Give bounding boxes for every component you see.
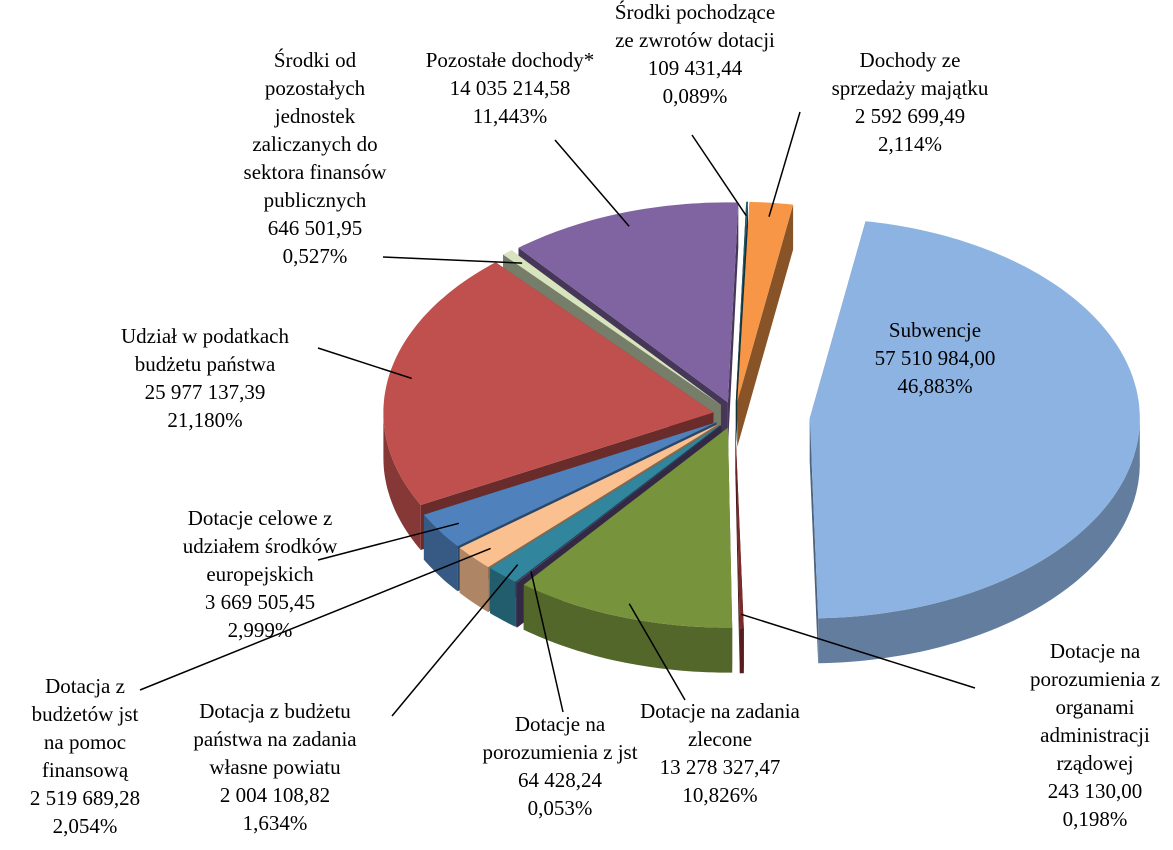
percentage-label: 2,999%	[228, 618, 293, 642]
slice-top	[516, 425, 722, 583]
slice-top	[490, 425, 721, 582]
value-label: 109 431,44	[648, 56, 743, 80]
slice-top	[735, 428, 744, 629]
category-label: Dotacja z budżetów jst na pomoc finansową	[32, 674, 139, 782]
slice-side	[523, 584, 733, 673]
category-label: Pozostałe dochody*	[426, 48, 595, 72]
percentage-label: 1,634%	[243, 811, 308, 835]
slice-face	[737, 204, 794, 447]
leader-line	[382, 256, 523, 264]
percentage-label: 0,527%	[283, 244, 348, 268]
value-label: 646 501,95	[268, 216, 363, 240]
slice-top	[518, 202, 739, 403]
value-label: 2 004 108,82	[220, 783, 330, 807]
slice-side	[383, 409, 421, 550]
value-label: 243 130,00	[1048, 779, 1143, 803]
percentage-label: 0,198%	[1063, 807, 1128, 831]
slice-top	[735, 201, 748, 402]
slice-top	[523, 427, 733, 628]
slice-side	[490, 568, 516, 627]
percentage-label: 21,180%	[167, 408, 242, 432]
slice-face	[727, 202, 739, 448]
percentage-label: 2,054%	[53, 814, 118, 838]
slice-top	[809, 221, 1140, 619]
slice-side	[516, 582, 518, 628]
slice-side	[423, 514, 458, 592]
value-label: 2 519 689,28	[30, 786, 140, 810]
percentage-label: 2,114%	[878, 132, 942, 156]
percentage-label: 10,826%	[682, 783, 757, 807]
slice	[737, 201, 794, 447]
value-label: 64 428,24	[518, 768, 603, 792]
category-label: Dotacje na zadania zlecone	[640, 699, 800, 751]
leader-line	[317, 522, 460, 561]
value-label: 25 977 137,39	[145, 380, 266, 404]
slice-top	[503, 250, 721, 405]
slice-face	[809, 418, 819, 664]
leader-line	[628, 603, 686, 701]
leader-line	[391, 564, 519, 717]
category-label: Subwencje	[889, 318, 981, 342]
value-label: 14 035 214,58	[450, 76, 571, 100]
value-label: 2 592 699,49	[855, 104, 965, 128]
category-label: Dochody ze sprzedaży majątku	[832, 48, 989, 100]
slice-top	[737, 201, 794, 402]
value-label: 57 510 984,00	[875, 346, 996, 370]
leader-line	[530, 571, 564, 713]
percentage-label: 46,883%	[897, 374, 972, 398]
percentage-label: 0,053%	[528, 796, 593, 820]
slice-top	[459, 423, 719, 568]
slice-top	[423, 422, 717, 547]
value-label: 3 669 505,45	[205, 590, 315, 614]
leader-line	[554, 139, 630, 227]
category-label: Środki od pozostałych jednostek zaliczanych…	[244, 48, 388, 212]
slice-top	[383, 262, 714, 505]
leader-line	[741, 613, 976, 689]
slice	[735, 428, 744, 674]
category-label: Dotacje celowe z udziałem środków europejs…	[183, 506, 338, 586]
category-label: Środki pochodzące ze zwrotów dotacji	[615, 0, 775, 52]
leader-line	[317, 347, 412, 380]
slice-side	[818, 416, 1140, 664]
value-label: 13 278 327,47	[660, 755, 781, 779]
leader-line	[691, 134, 747, 217]
category-label: Udział w podatkach budżetu państwa	[121, 324, 289, 376]
category-label: Dotacje na porozumienia z jst	[482, 712, 637, 764]
percentage-label: 0,089%	[663, 84, 728, 108]
percentage-label: 11,443%	[473, 104, 547, 128]
category-label: Dotacje na porozumienia z organami administ…	[1030, 639, 1160, 775]
slice	[523, 427, 733, 673]
slice-side	[739, 628, 744, 674]
slice	[809, 221, 1140, 664]
slice-face	[735, 428, 740, 674]
leader-line	[768, 111, 801, 217]
category-label: Dotacja z budżetu państwa na zadania własn…	[193, 699, 357, 779]
slice-side	[459, 547, 489, 613]
leader-line	[139, 547, 491, 691]
